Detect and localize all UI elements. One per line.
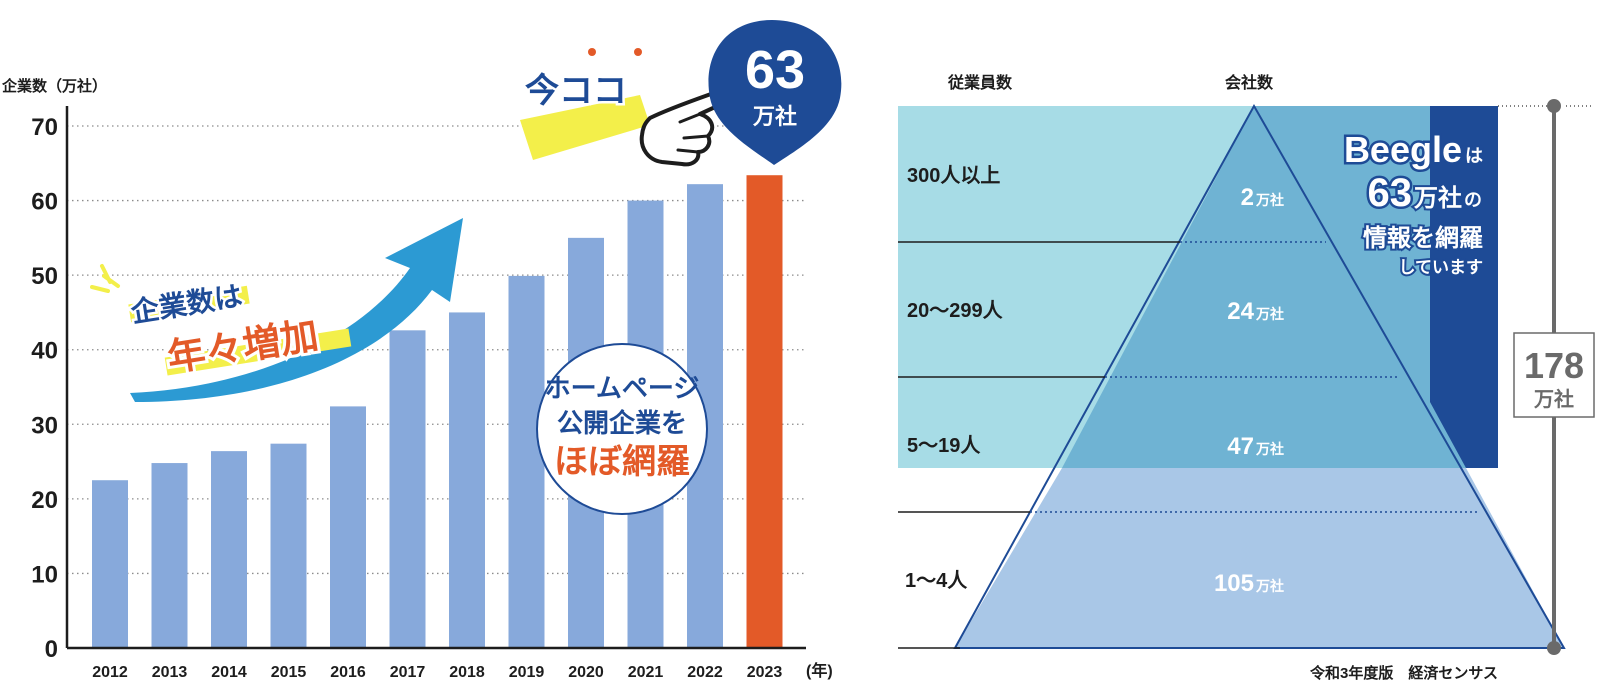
x-tick-label: 2013 [152, 664, 188, 681]
beegle-particle: は [1465, 146, 1483, 166]
beegle-unit: 万社 [1414, 184, 1462, 212]
highlight-band-2 [164, 328, 352, 376]
bracket-top-dot [1547, 99, 1561, 113]
bar-2015 [270, 443, 307, 648]
total-unit: 万社 [1533, 387, 1574, 411]
x-tick-label: 2020 [568, 664, 604, 681]
row-label: 1〜4人 [905, 569, 968, 592]
highlight-band-1 [128, 285, 250, 323]
y-tick-labels: 0 10 20 30 40 50 60 70 [31, 114, 58, 663]
callout-unit: 万社 [752, 104, 797, 129]
arrow-shape [130, 218, 463, 402]
bar-2014 [211, 451, 247, 648]
bar-2018 [449, 312, 485, 648]
badge-line-2: 公開企業を [557, 408, 687, 438]
bar-chart: 企業数（万社） 0 10 20 30 40 50 60 70 2012 2013 2014 2015… [1, 20, 842, 681]
badge-line-1: ホームページ [545, 373, 700, 403]
location-pin-icon [708, 20, 842, 165]
row-unit: 万社 [1255, 441, 1284, 457]
row-label: 300人以上 [907, 164, 1000, 187]
row-value: 24 [1227, 298, 1254, 325]
beegle-coverage-bar [1430, 106, 1498, 468]
y-tick-label: 0 [45, 636, 58, 663]
callout-now-text: 今ココ [525, 71, 627, 110]
beegle-number: 63 [1368, 171, 1413, 215]
x-tick-label: 2023 [747, 664, 783, 681]
bar-2019 [508, 275, 545, 648]
beegle-line-3: 情報を網羅 [1363, 225, 1483, 252]
x-tick-label: 2019 [509, 664, 545, 681]
pyramid-tier-1-4 [955, 468, 1564, 648]
x-tick-label: 2016 [330, 664, 366, 681]
sparkle-icon [90, 264, 120, 293]
beegle-line-4: しています [1399, 258, 1484, 277]
total-value: 178 [1524, 345, 1584, 386]
callout-highlight [520, 95, 650, 160]
x-tick-labels: 2012 2013 2014 2015 2016 2017 2018 2019 2020 2021… [92, 664, 782, 681]
y-tick-label: 10 [31, 561, 58, 588]
beegle-suffix: の [1464, 190, 1482, 210]
badge-circle [536, 343, 708, 515]
row-label: 20〜299人 [907, 299, 1004, 322]
y-tick-label: 40 [31, 338, 58, 365]
col-header-companies: 会社数 [1225, 73, 1274, 92]
row-value: 47 [1227, 433, 1254, 460]
row-unit: 万社 [1255, 306, 1284, 322]
y-tick-label: 50 [31, 263, 58, 290]
bracket-bottom-dot [1547, 641, 1561, 655]
col-header-employees: 従業員数 [947, 73, 1013, 92]
x-tick-label: 2015 [271, 664, 307, 681]
total-indicator: 178 万社 [1498, 99, 1595, 655]
row-value: 2 [1241, 184, 1254, 211]
total-box [1513, 332, 1595, 418]
bar-2012 [92, 480, 128, 648]
badge-line-3: ほぼ網羅 [554, 443, 690, 481]
beegle-brand: Beegle [1344, 129, 1462, 170]
row-value: 105 [1214, 570, 1254, 597]
y-tick-label: 60 [31, 189, 58, 216]
x-tick-label: 2021 [628, 664, 664, 681]
row-label: 5〜19人 [907, 434, 981, 457]
x-tick-label: 2014 [211, 664, 247, 681]
callout-dot-1 [588, 48, 596, 56]
callout-value: 63 [745, 40, 805, 100]
x-tick-label: 2017 [390, 664, 426, 681]
now-callout: 今ココ 63 万社 [520, 20, 842, 167]
row-unit: 万社 [1255, 578, 1284, 594]
y-axis-title: 企業数（万社） [1, 77, 107, 95]
y-tick-label: 70 [31, 114, 58, 141]
x-tick-label: 2012 [92, 664, 128, 681]
row-unit: 万社 [1255, 192, 1284, 208]
x-tick-label: 2022 [687, 664, 723, 681]
callout-dot-2 [634, 48, 642, 56]
arrow-text-1: 企業数は [129, 279, 245, 328]
bar-2023 [746, 175, 783, 648]
source-note: 令和3年度版 経済センサス [1310, 664, 1498, 682]
y-tick-label: 20 [31, 487, 58, 514]
y-tick-label: 30 [31, 412, 58, 439]
x-axis-unit: (年) [806, 661, 833, 680]
beegle-note: Beegle は 63 万社 の 情報を網羅 しています [1341, 127, 1485, 280]
bar-2017 [389, 330, 426, 648]
x-tick-label: 2018 [449, 664, 485, 681]
bar-2013 [151, 463, 188, 648]
bar-2016 [330, 406, 366, 648]
coverage-badge: ホームページ 公開企業を ほぼ網羅 [536, 343, 708, 515]
